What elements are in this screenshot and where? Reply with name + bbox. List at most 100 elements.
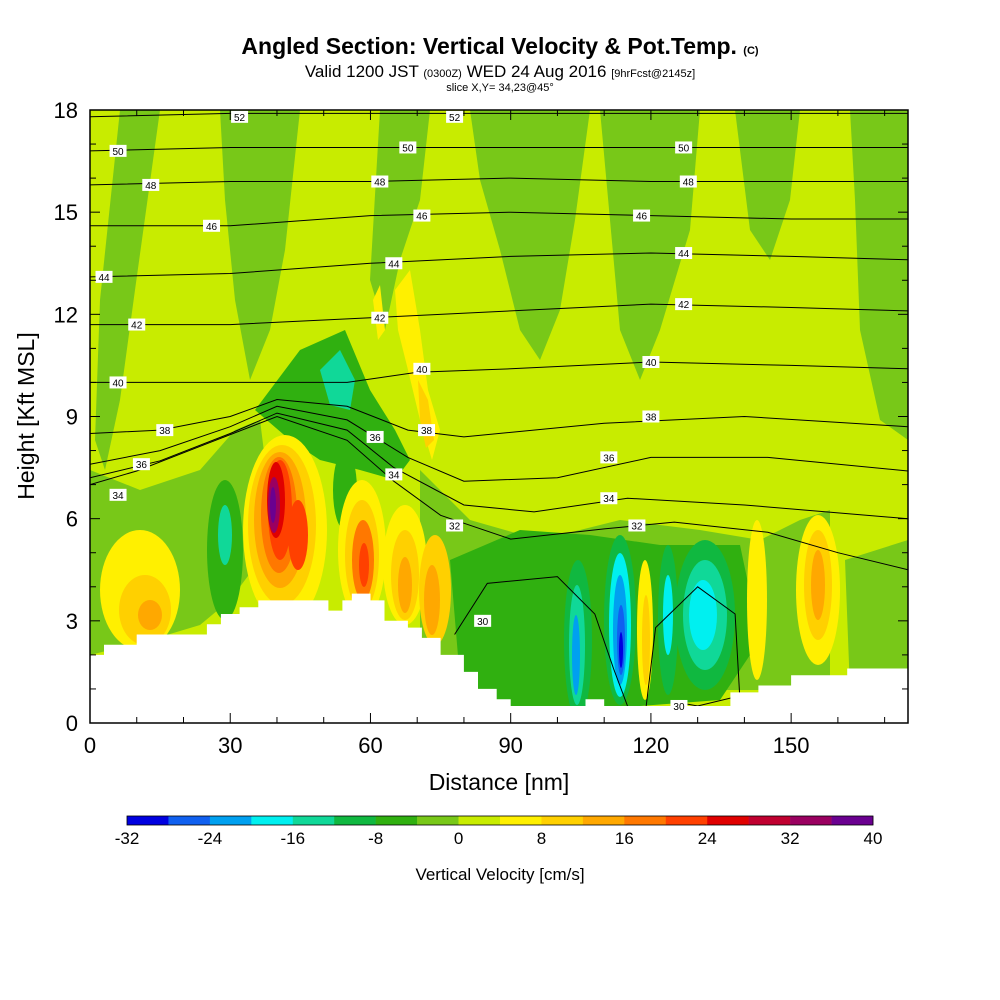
contour-label-text: 40 xyxy=(416,365,428,376)
contour-label: 44 xyxy=(95,270,113,284)
colorbar-label: -32 xyxy=(115,829,140,848)
contour-label-text: 42 xyxy=(131,321,143,332)
colorbar-label: -8 xyxy=(368,829,383,848)
contour-label: 36 xyxy=(600,451,618,464)
contour-label-bg xyxy=(371,311,389,324)
colorbar-label: -24 xyxy=(198,829,223,848)
theta-contour-32 xyxy=(90,415,908,571)
contour-label: 48 xyxy=(142,178,160,192)
downdraft-cell-a-core xyxy=(572,615,580,695)
contour-label: 34 xyxy=(600,492,618,505)
contour-label-bg xyxy=(670,699,688,712)
contour-label-bg xyxy=(366,430,384,443)
downdraft-cell-left-core xyxy=(218,505,232,565)
y-tick-label: 0 xyxy=(66,711,78,736)
x-axis: 0 30 60 90 120 150 xyxy=(84,110,886,758)
theta-contour-46 xyxy=(90,211,908,227)
contour-label-text: 30 xyxy=(477,617,489,628)
x-tick-label: 30 xyxy=(218,733,242,758)
contour-label-text: 46 xyxy=(416,212,428,223)
contour-label-text: 44 xyxy=(98,273,110,284)
contour-label-text: 50 xyxy=(678,143,690,154)
contour-label-text: 44 xyxy=(678,249,690,260)
contour-label-bg xyxy=(231,110,249,123)
contour-label: 32 xyxy=(628,519,646,532)
contour-label-bg xyxy=(446,110,464,123)
contour-label-text: 50 xyxy=(112,147,124,158)
downdraft-cell-d-core xyxy=(689,580,717,650)
contour-label: 50 xyxy=(109,144,127,158)
colorbar-swatch xyxy=(417,816,459,825)
contour-label-bg xyxy=(109,488,127,501)
contour-label-text: 36 xyxy=(136,460,148,471)
contour-label: 38 xyxy=(156,424,174,437)
chart-title: Angled Section: Vertical Velocity & Pot.… xyxy=(241,33,759,59)
colorbar-label: 16 xyxy=(615,829,634,848)
updraft-cell-2-core xyxy=(270,487,276,523)
contour-label-bg xyxy=(385,257,403,270)
contour-label-bg xyxy=(156,424,174,437)
colorbar-label: -16 xyxy=(280,829,305,848)
contour-label: 46 xyxy=(413,209,431,223)
contour-label: 44 xyxy=(385,257,403,270)
contour-label: 40 xyxy=(642,356,660,369)
colorbar-label: 32 xyxy=(781,829,800,848)
contour-label-bg xyxy=(600,492,618,505)
updraft-cell-4-core xyxy=(398,557,412,613)
theta-contour-44 xyxy=(90,252,908,278)
contour-label-text: 36 xyxy=(603,453,615,464)
colorbar-swatch xyxy=(168,816,211,825)
y-tick-label: 18 xyxy=(54,98,78,123)
colorbar-swatch xyxy=(251,816,294,825)
contour-label: 30 xyxy=(474,614,492,628)
contour-label-bg xyxy=(675,247,693,260)
contour-label-text: 38 xyxy=(159,426,171,437)
contour-label-text: 52 xyxy=(449,113,461,124)
contour-label-bg xyxy=(109,376,127,389)
contour-label-bg xyxy=(371,175,389,188)
contour-label-bg xyxy=(142,178,160,191)
contour-label: 40 xyxy=(109,376,127,389)
theta-contour-50 xyxy=(90,147,908,152)
contour-label-bg xyxy=(203,219,221,232)
contour-label: 38 xyxy=(418,424,436,437)
theta-contour-36 xyxy=(90,405,908,482)
plot-area: 52 52 50 50 50 48 48 48 46 46 46 44 44 44 42 42 42 40 40 40… xyxy=(90,110,908,723)
x-tick-label: 120 xyxy=(633,733,670,758)
contour-label-text: 42 xyxy=(374,314,386,325)
contour-label: 36 xyxy=(366,430,384,444)
contour-label-text: 48 xyxy=(683,178,695,189)
contour-label-bg xyxy=(675,141,693,154)
colorbar: -32 -24 -16 -8 0 8 16 24 32 40 xyxy=(115,815,882,848)
contour-label-text: 38 xyxy=(645,413,657,424)
contour-label-text: 34 xyxy=(112,491,124,502)
contour-label: 38 xyxy=(642,410,660,424)
forecast-info: [9hrFcst@2145z] xyxy=(611,68,696,80)
contour-label-bg xyxy=(413,362,431,375)
contour-label: 46 xyxy=(633,209,651,223)
colorbar-label: 0 xyxy=(454,829,463,848)
contour-label: 50 xyxy=(399,141,417,154)
theta-contour-34 xyxy=(90,412,908,520)
colorbar-swatch xyxy=(707,816,749,825)
contour-label: 34 xyxy=(385,468,403,481)
y-tick-label: 3 xyxy=(66,609,78,634)
contour-label: 50 xyxy=(675,141,693,154)
downdraft-band-upper-3 xyxy=(370,110,430,330)
colorbar-swatch xyxy=(582,816,625,825)
contour-label-text: 48 xyxy=(145,181,157,192)
contour-label-text: 40 xyxy=(645,358,657,369)
contour-label: 52 xyxy=(231,110,249,124)
contour-label-text: 44 xyxy=(388,259,400,270)
contour-label-bg xyxy=(600,451,618,464)
colorbar-swatch xyxy=(790,816,832,825)
colorbar-swatch xyxy=(292,816,335,825)
contour-label-bg xyxy=(642,356,660,369)
crest-downdraft-core xyxy=(320,350,355,410)
downdraft-band-upper-4 xyxy=(470,110,590,360)
colorbar-swatch xyxy=(831,816,874,825)
contour-label: 30 xyxy=(670,699,688,713)
contour-label-layer: 52 52 50 50 50 48 48 48 46 46 46 44 44 44 42 42 42 40 40 40… xyxy=(95,110,697,713)
contour-label: 46 xyxy=(203,219,221,233)
